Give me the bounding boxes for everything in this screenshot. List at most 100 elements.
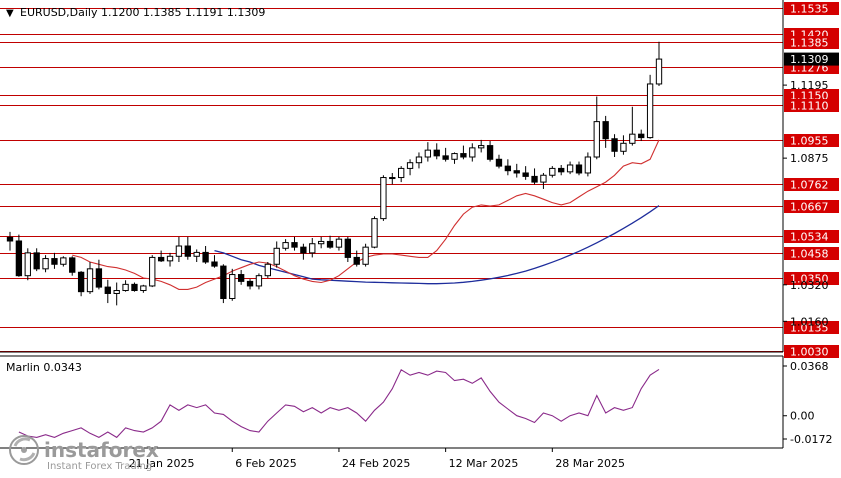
price-tick-label: 1.0875 xyxy=(790,152,829,165)
time-tick-label: 12 Mar 2025 xyxy=(449,457,519,470)
level-label-bg xyxy=(784,134,839,147)
level-label-bg xyxy=(784,272,839,285)
chart-header: ▼ EURUSD,Daily 1.1200 1.1385 1.1191 1.13… xyxy=(6,6,265,19)
candle-body-bear xyxy=(433,149,440,157)
candle-body-bear xyxy=(157,256,165,262)
candle-body-bear xyxy=(344,238,352,258)
marlin-line xyxy=(18,368,660,439)
price-tick-label: 1.0160 xyxy=(790,315,829,328)
candle-body-bull xyxy=(149,256,156,287)
candle-body-bear xyxy=(300,246,307,254)
candle-body-bear xyxy=(291,242,298,248)
candle-body-bull xyxy=(264,263,271,277)
watermark-tagline: Instant Forex Trading xyxy=(47,461,152,472)
candle-body-bull xyxy=(655,58,663,85)
level-label: 1.1535 xyxy=(790,3,829,16)
candle-body-bear xyxy=(575,164,583,174)
candle-body-bear xyxy=(442,155,449,160)
candle-body-bull xyxy=(406,162,414,169)
candle-body-bear xyxy=(202,251,209,263)
price-axis: 1.15351.14201.13851.12761.11501.11101.09… xyxy=(783,2,839,359)
current-price-bg xyxy=(784,52,839,66)
candle-body-bear xyxy=(220,265,227,300)
candle-body-bull xyxy=(42,258,49,270)
candle-body-bull xyxy=(478,145,485,149)
candle-body-bear xyxy=(69,257,76,273)
candle-body-bull xyxy=(629,133,636,144)
candle-body-bull xyxy=(415,156,423,164)
level-label: 1.0955 xyxy=(790,135,829,148)
candle-body-bear xyxy=(495,158,503,167)
candle-body-bear xyxy=(460,153,467,158)
candle-body-bull xyxy=(317,240,325,245)
candle-body-bear xyxy=(513,170,520,174)
candle-body-bear xyxy=(353,256,360,265)
candle-body-bull xyxy=(620,142,627,152)
candle-body-bull xyxy=(175,245,183,257)
time-axis: 21 Jan 2025 6 Feb 2025 24 Feb 2025 12 Mar 2… xyxy=(125,448,625,470)
candle-body-bull xyxy=(593,121,600,158)
candle-body-bear xyxy=(522,172,529,177)
candle-body-bear xyxy=(104,286,111,294)
oscillator-tick-label: 0.0368 xyxy=(790,360,829,373)
oscillator-axis: 0.0368 0.00 -0.0172 xyxy=(783,360,832,446)
candle-body-bear xyxy=(15,240,23,277)
level-label: 1.0458 xyxy=(790,248,829,261)
level-label: 1.0135 xyxy=(790,322,829,335)
level-label-bg xyxy=(784,230,839,243)
candle-body-bear xyxy=(638,133,645,139)
candle-body-bull xyxy=(469,147,476,158)
candle-body-bull xyxy=(371,218,378,248)
candle-body-bull xyxy=(549,167,556,176)
level-label: 1.0534 xyxy=(790,231,829,244)
level-label-bg xyxy=(784,247,839,260)
level-label-bg xyxy=(784,345,839,358)
candle-body-bull xyxy=(282,242,289,249)
candle-body-bear xyxy=(51,258,58,265)
level-label-bg xyxy=(784,36,839,49)
candle-body-bear xyxy=(95,268,103,288)
level-label-bg xyxy=(784,89,839,102)
level-label-bg xyxy=(784,99,839,112)
candle-body-bull xyxy=(424,149,432,158)
chart-frames xyxy=(0,0,784,449)
price-tick-label: 1.0320 xyxy=(790,279,829,292)
candle-body-bear xyxy=(131,283,138,292)
candle-body-bull xyxy=(362,246,369,265)
candle-body-bear xyxy=(531,175,538,183)
candle-body-bull xyxy=(122,283,129,292)
indicator-header: Marlin 0.0343 xyxy=(6,361,82,374)
level-label: 1.0350 xyxy=(790,273,829,286)
candle-body-bear xyxy=(6,236,14,242)
time-tick-label: 6 Feb 2025 xyxy=(235,457,296,470)
candle-body-bear xyxy=(184,245,191,257)
candle-body-bull xyxy=(540,174,547,183)
candle-body-bull xyxy=(140,285,147,292)
instaforex-logo-icon xyxy=(9,435,39,465)
candle-body-bull xyxy=(60,257,67,265)
brand-watermark: instaforex Instant Forex Trading xyxy=(9,435,159,472)
candlesticks xyxy=(6,41,663,306)
candle-body-bear xyxy=(246,280,254,287)
candle-body-bear xyxy=(77,271,85,293)
candle-body-bear xyxy=(611,138,618,152)
candle-body-bear xyxy=(504,165,512,172)
candle-body-bull xyxy=(389,177,396,180)
candle-body-bear xyxy=(33,252,40,270)
level-label: 1.1110 xyxy=(790,100,829,113)
time-tick-label: 28 Mar 2025 xyxy=(555,457,625,470)
candle-body-bull xyxy=(166,255,174,262)
time-tick-label: 21 Jan 2025 xyxy=(129,457,195,470)
candle-body-bull xyxy=(380,177,387,220)
candle-body-bear xyxy=(486,145,494,160)
level-label: 1.1385 xyxy=(790,37,829,50)
oscillator-series xyxy=(18,368,660,439)
candle-body-bull xyxy=(113,290,120,294)
symbol-menu-icon[interactable]: ▼ xyxy=(6,8,14,19)
candle-body-bull xyxy=(24,252,31,277)
price-tick-label: 1.1195 xyxy=(790,79,829,92)
level-label-bg xyxy=(784,2,839,15)
candle-body-bull xyxy=(255,275,263,287)
candle-body-bull xyxy=(398,167,405,179)
